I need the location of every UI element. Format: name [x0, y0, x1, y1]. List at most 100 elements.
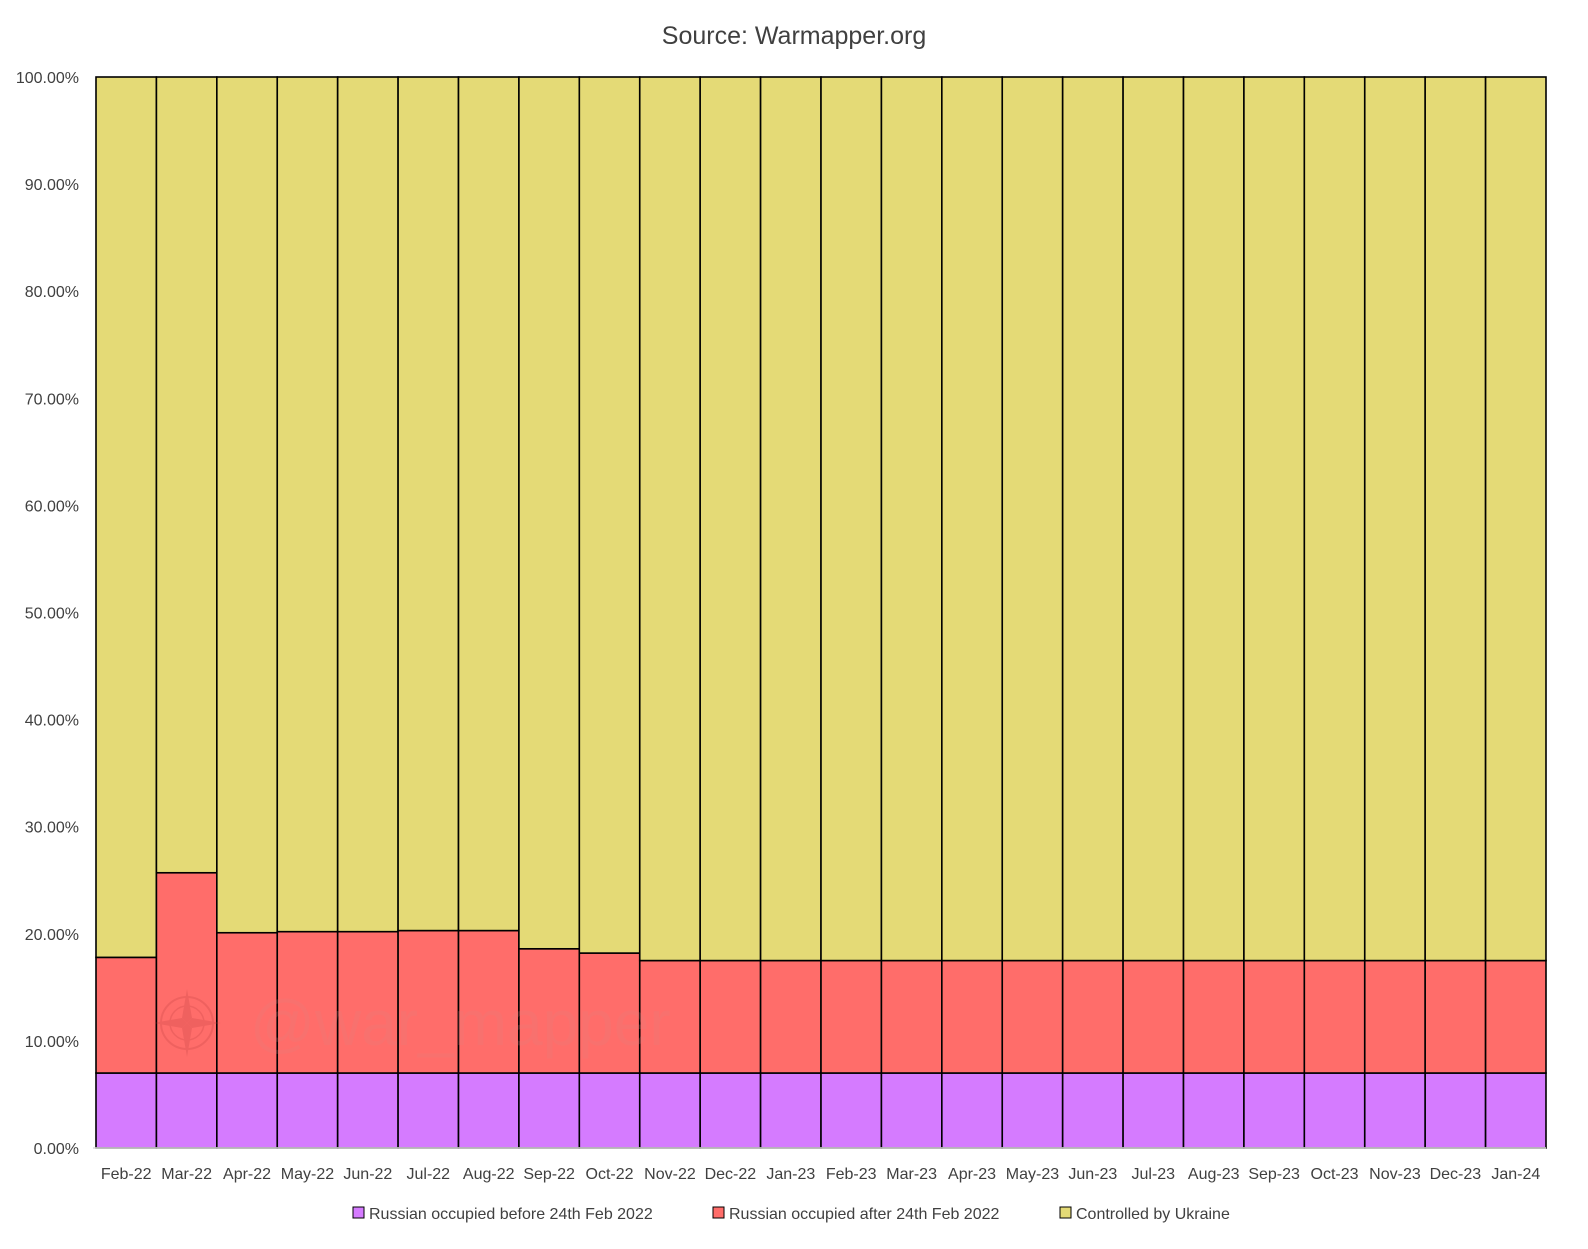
legend-item: Controlled by Ukraine [1059, 1206, 1230, 1223]
bar-segment-series-1-apr-23 [941, 959, 1004, 1074]
y-tick-label: 0.00% [34, 1141, 79, 1158]
bar-segment-series-1-jul-22 [397, 929, 460, 1074]
x-tick-label: Jun-22 [343, 1166, 392, 1183]
bar-segment-series-1-dec-22 [699, 959, 762, 1074]
x-tick-label: Dec-23 [1430, 1166, 1482, 1183]
bar-segment-series-1-feb-22 [95, 956, 158, 1074]
y-tick-label: 90.00% [25, 177, 79, 194]
x-tick-label: Aug-23 [1188, 1166, 1240, 1183]
compass-rose-icon [153, 989, 221, 1057]
bar-segment-series-1-jan-23 [759, 959, 822, 1074]
bar-segment-series-0-aug-23 [1182, 1072, 1245, 1149]
x-tick-label: Jul-22 [407, 1166, 451, 1183]
bar-segment-series-2-dec-22 [699, 76, 762, 962]
legend-swatch [712, 1206, 725, 1219]
bar-segment-series-0-nov-23 [1363, 1072, 1426, 1149]
bar-segment-series-2-may-22 [276, 76, 339, 933]
x-tick-label: Oct-22 [586, 1166, 634, 1183]
legend-item: Russian occupied before 24th Feb 2022 [352, 1206, 653, 1223]
bar-segment-series-2-may-23 [1001, 76, 1064, 962]
bar-segment-series-0-jan-24 [1484, 1072, 1547, 1149]
legend-item: Russian occupied after 24th Feb 2022 [712, 1206, 1000, 1223]
bar-segment-series-2-feb-23 [820, 76, 883, 962]
chart-title: Source: Warmapper.org [662, 22, 926, 50]
x-tick-label: Dec-22 [705, 1166, 757, 1183]
x-tick-label: Jul-23 [1132, 1166, 1176, 1183]
y-axis: 0.00% 10.00% 20.00% 30.00% 40.00% 50.00% 60.00… [16, 70, 79, 1158]
x-tick-label: Oct-23 [1311, 1166, 1359, 1183]
bar-segment-series-2-mar-23 [880, 76, 943, 962]
bar-segment-series-2-feb-22 [95, 76, 158, 959]
legend-label: Russian occupied before 24th Feb 2022 [369, 1206, 653, 1223]
bar-segment-series-1-jan-24 [1484, 959, 1547, 1074]
legend-label: Controlled by Ukraine [1076, 1206, 1230, 1223]
bar-segment-series-2-jul-22 [397, 76, 460, 932]
y-tick-label: 50.00% [25, 606, 79, 623]
bar-segment-series-0-feb-23 [820, 1072, 883, 1149]
x-tick-label: Mar-23 [886, 1166, 937, 1183]
legend-swatch [1059, 1206, 1072, 1219]
x-tick-label: Jun-23 [1068, 1166, 1117, 1183]
bar-segment-series-1-sep-22 [518, 947, 581, 1074]
bar-segment-series-2-aug-23 [1182, 76, 1245, 962]
bar-segment-series-0-nov-22 [638, 1072, 701, 1149]
x-tick-label: Sep-23 [1248, 1166, 1300, 1183]
bar-segment-series-2-apr-23 [941, 76, 1004, 962]
bar-segment-series-1-dec-23 [1424, 959, 1487, 1074]
legend-swatch [352, 1206, 365, 1219]
bar-segment-series-0-may-22 [276, 1072, 339, 1149]
bar-segment-series-1-feb-23 [820, 959, 883, 1074]
bar-segment-series-2-sep-23 [1243, 76, 1306, 962]
bar-segment-series-0-apr-23 [941, 1072, 1004, 1149]
bar-segment-series-0-oct-23 [1303, 1072, 1366, 1149]
legend: Russian occupied before 24th Feb 2022 Rus… [352, 1206, 1230, 1223]
x-tick-label: Jan-23 [766, 1166, 815, 1183]
x-tick-label: Feb-22 [101, 1166, 152, 1183]
bar-segment-series-0-jun-23 [1061, 1072, 1124, 1149]
bar-segment-series-2-sep-22 [518, 76, 581, 950]
bar-segment-series-1-mar-23 [880, 959, 943, 1074]
bar-segment-series-0-dec-23 [1424, 1072, 1487, 1149]
bar-segment-series-0-oct-22 [578, 1072, 641, 1149]
bar-segment-series-0-mar-23 [880, 1072, 943, 1149]
bar-segment-series-0-may-23 [1001, 1072, 1064, 1149]
bar-segment-series-2-nov-22 [638, 76, 701, 962]
bar-segment-series-0-jul-23 [1122, 1072, 1185, 1149]
y-tick-label: 80.00% [25, 284, 79, 301]
bar-segment-series-0-jul-22 [397, 1072, 460, 1149]
x-tick-label: May-23 [1006, 1166, 1059, 1183]
bar-segment-series-1-jun-23 [1061, 959, 1124, 1074]
bar-segment-series-1-nov-23 [1363, 959, 1426, 1074]
bar-segment-series-2-oct-23 [1303, 76, 1366, 962]
x-tick-label: Apr-22 [223, 1166, 271, 1183]
bar-segment-series-2-oct-22 [578, 76, 641, 954]
x-tick-label: Feb-23 [826, 1166, 877, 1183]
x-tick-label: Nov-23 [1369, 1166, 1421, 1183]
bar-segment-series-1-sep-23 [1243, 959, 1306, 1074]
bar-segment-series-0-jan-23 [759, 1072, 822, 1149]
bar-segment-series-0-apr-22 [216, 1072, 279, 1149]
bar-segment-series-2-jun-23 [1061, 76, 1124, 962]
bar-segment-series-1-mar-22 [155, 871, 218, 1074]
y-tick-label: 60.00% [25, 498, 79, 515]
x-tick-label: Apr-23 [948, 1166, 996, 1183]
y-tick-label: 10.00% [25, 1034, 79, 1051]
bar-segment-series-0-sep-22 [518, 1072, 581, 1149]
bar-segment-series-2-aug-22 [457, 76, 520, 932]
x-tick-label: Sep-22 [523, 1166, 575, 1183]
y-tick-label: 30.00% [25, 820, 79, 837]
bar-segment-series-0-sep-23 [1243, 1072, 1306, 1149]
bar-segment-series-1-nov-22 [638, 959, 701, 1074]
y-tick-label: 100.00% [16, 70, 79, 87]
x-tick-label: Mar-22 [161, 1166, 212, 1183]
bar-segment-series-2-jun-22 [336, 76, 399, 933]
bar-segment-series-2-apr-22 [216, 76, 279, 934]
x-tick-label: May-22 [281, 1166, 334, 1183]
bar-segment-series-2-jul-23 [1122, 76, 1185, 962]
bar-segment-series-1-oct-23 [1303, 959, 1366, 1074]
y-tick-label: 40.00% [25, 713, 79, 730]
y-tick-label: 70.00% [25, 391, 79, 408]
bar-segment-series-1-apr-22 [216, 931, 279, 1074]
